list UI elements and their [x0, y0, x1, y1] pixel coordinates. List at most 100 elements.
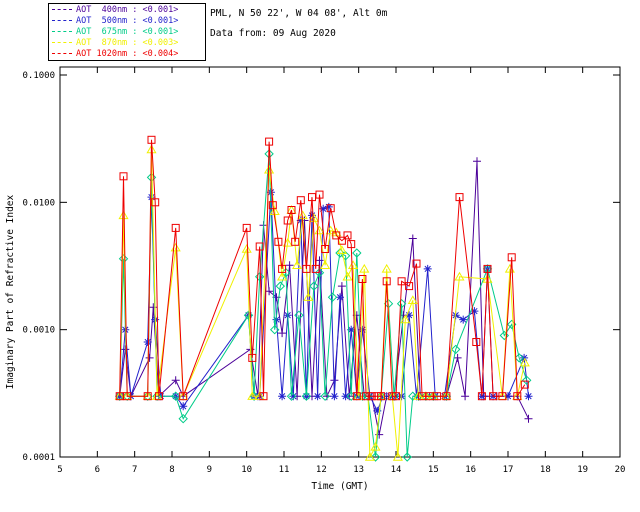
- data-point-square-marker: [154, 392, 163, 401]
- data-point-square-marker: [377, 392, 386, 401]
- legend-entry: AOT 400nm : <0.001>: [52, 5, 205, 16]
- data-point-square-marker: [278, 264, 287, 273]
- data-point-asterisk-marker: [405, 311, 414, 320]
- data-point-plus-marker: [337, 282, 346, 291]
- x-tick-label: 17: [503, 465, 514, 475]
- x-tick-label: 20: [615, 465, 626, 475]
- data-point-square-marker: [477, 392, 486, 401]
- data-point-plus-marker: [121, 345, 130, 354]
- data-point-plus-marker: [145, 353, 154, 362]
- data-point-square-marker: [302, 264, 311, 273]
- legend-dash-icon: [52, 8, 72, 11]
- data-point-square-marker: [311, 264, 320, 273]
- data-point-square-marker: [119, 172, 128, 181]
- data-point-diamond-marker: [370, 452, 381, 462]
- x-tick-label: 15: [428, 465, 439, 475]
- data-point-plus-marker: [461, 392, 470, 401]
- data-point-triangle-marker: [118, 210, 129, 220]
- data-point-diamond-marker: [275, 281, 286, 291]
- data-point-plus-marker: [285, 261, 294, 270]
- data-point-asterisk-marker: [313, 392, 322, 401]
- data-point-triangle-marker: [370, 441, 381, 451]
- data-point-plus-marker: [473, 157, 481, 166]
- data-point-square-marker: [352, 392, 361, 401]
- data-point-diamond-marker: [254, 272, 265, 282]
- x-tick-label: 5: [57, 465, 62, 475]
- data-point-asterisk-marker: [336, 293, 344, 302]
- data-point-diamond-marker: [346, 391, 356, 401]
- x-tick-label: 6: [95, 465, 100, 475]
- data-point-diamond-marker: [118, 254, 129, 264]
- data-point-triangle-marker: [364, 452, 375, 461]
- data-point-asterisk-marker: [143, 338, 152, 346]
- data-point-asterisk-marker: [347, 325, 356, 334]
- data-point-square-marker: [321, 245, 330, 253]
- data-point-plus-marker: [315, 256, 324, 265]
- data-point-diamond-marker: [514, 353, 524, 363]
- y-tick-label: 0.0100: [22, 198, 55, 208]
- data-point-square-marker: [268, 201, 277, 210]
- legend-dash-icon: [52, 41, 72, 44]
- x-tick-label: 8: [169, 465, 174, 475]
- data-point-square-marker: [362, 392, 371, 401]
- data-point-asterisk-marker: [524, 392, 533, 401]
- data-point-plus-marker: [171, 376, 180, 385]
- data-point-square-marker: [472, 338, 481, 346]
- data-point-diamond-marker: [521, 375, 532, 386]
- data-point-triangle-marker: [277, 271, 288, 281]
- data-point-square-marker: [489, 392, 498, 401]
- data-point-diamond-marker: [402, 452, 412, 462]
- data-point-square-marker: [520, 380, 529, 389]
- data-point-square-marker: [147, 135, 156, 144]
- data-point-square-marker: [326, 204, 335, 213]
- legend-entry: AOT 500nm : <0.001>: [52, 16, 205, 27]
- legend-dash-icon: [52, 19, 72, 22]
- data-point-square-marker: [382, 277, 391, 286]
- series-line: [119, 139, 526, 398]
- data-point-asterisk-marker: [330, 392, 339, 401]
- data-point-square-marker: [367, 392, 376, 401]
- data-point-triangle-marker: [320, 260, 331, 269]
- data-point-square-marker: [274, 237, 283, 246]
- data-point-triangle-marker: [292, 260, 303, 269]
- data-point-asterisk-marker: [459, 315, 468, 324]
- data-point-asterisk-marker: [358, 325, 367, 334]
- data-point-asterisk-marker: [296, 216, 305, 225]
- data-point-diamond-marker: [352, 248, 362, 258]
- legend-entry-label: AOT 1020nm : <0.004>: [76, 49, 179, 59]
- data-point-square-marker: [455, 193, 464, 202]
- data-point-diamond-marker: [249, 391, 259, 401]
- x-tick-label: 14: [391, 465, 402, 475]
- data-point-triangle-marker: [342, 271, 353, 281]
- legend-entry-label: AOT 400nm : <0.001>: [76, 5, 179, 15]
- data-point-diamond-marker: [301, 391, 312, 401]
- data-point-square-marker: [343, 231, 352, 240]
- data-point-diamond-marker: [320, 391, 330, 401]
- data-point-square-marker: [151, 198, 160, 207]
- data-point-diamond-marker: [178, 413, 188, 424]
- data-point-triangle-marker: [400, 314, 411, 324]
- data-point-square-marker: [283, 216, 292, 225]
- data-point-asterisk-marker: [308, 211, 316, 220]
- data-point-square-marker: [412, 259, 421, 268]
- data-point-diamond-marker: [269, 324, 280, 335]
- data-point-triangle-marker: [482, 274, 493, 283]
- data-point-triangle-marker: [454, 271, 465, 281]
- data-point-square-marker: [337, 236, 346, 245]
- data-point-diamond-marker: [314, 267, 325, 278]
- data-point-asterisk-marker: [373, 406, 382, 415]
- data-point-asterisk-marker: [324, 202, 333, 211]
- data-point-triangle-marker: [336, 245, 347, 254]
- data-point-triangle-marker: [247, 391, 258, 400]
- data-point-plus-marker: [278, 329, 287, 338]
- data-point-plus-marker: [524, 414, 533, 423]
- data-point-square-marker: [405, 282, 414, 291]
- legend-entry: AOT 675nm : <0.001>: [52, 27, 205, 38]
- data-point-square-marker: [433, 392, 442, 401]
- x-tick-label: 16: [465, 465, 476, 475]
- data-point-diamond-marker: [243, 310, 254, 320]
- data-point-square-marker: [358, 275, 367, 283]
- data-point-square-marker: [287, 206, 296, 214]
- data-point-triangle-marker: [381, 263, 392, 273]
- data-point-plus-marker: [149, 303, 158, 312]
